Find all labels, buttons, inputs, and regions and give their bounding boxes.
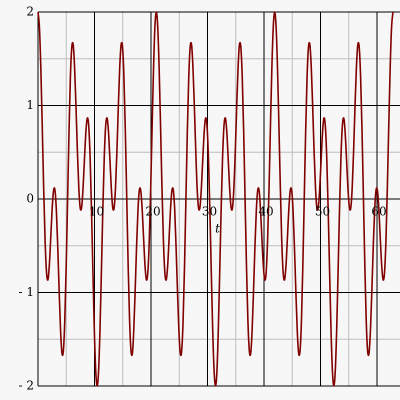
y-tick-label: - 1 xyxy=(18,285,34,299)
y-tick-label: 1 xyxy=(26,98,34,112)
x-tick-label: 60 xyxy=(371,205,386,219)
y-tick-label: 0 xyxy=(26,192,34,206)
x-tick-label: 10 xyxy=(89,205,104,219)
x-tick-label: 40 xyxy=(258,205,273,219)
marks xyxy=(37,11,394,387)
grid xyxy=(37,11,400,387)
x-tick-label: 50 xyxy=(315,205,330,219)
x-tick-label: 30 xyxy=(202,205,217,219)
curve xyxy=(37,11,394,387)
y-tick-label: - 2 xyxy=(18,379,34,393)
labels: - 2 - 1 0 1 2 10 20 30 40 50 60 t xyxy=(18,5,386,393)
x-tick-label: 20 xyxy=(145,205,160,219)
x-axis-label: t xyxy=(215,222,220,236)
y-tick-label: 2 xyxy=(26,5,34,19)
